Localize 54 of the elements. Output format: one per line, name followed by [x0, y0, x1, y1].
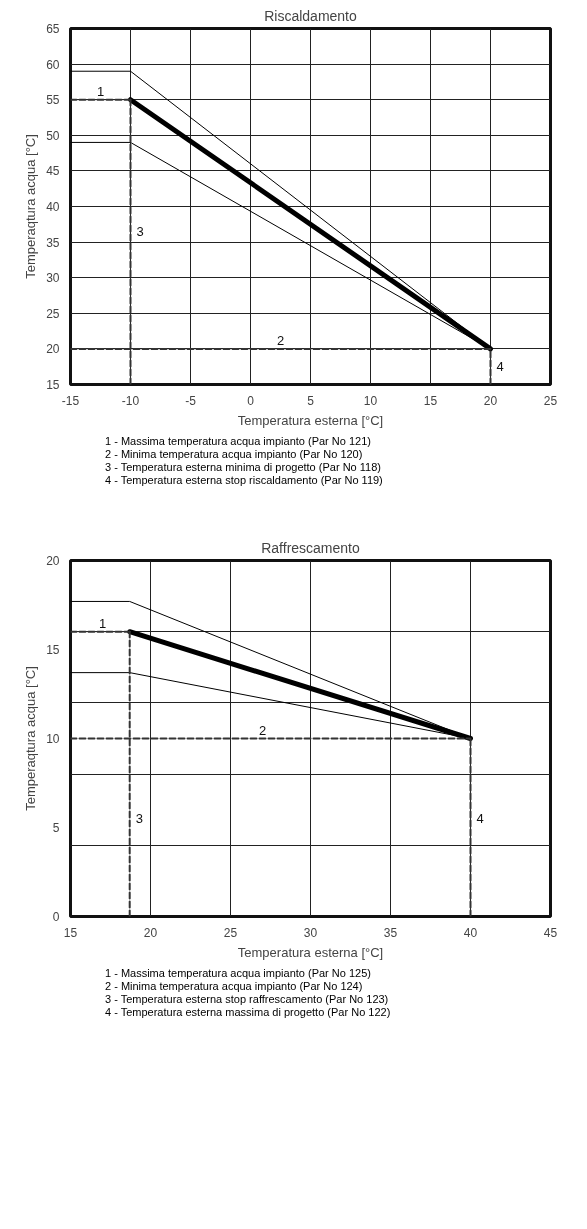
annotation: 1: [96, 83, 105, 99]
y-tick-label: 60: [46, 57, 60, 72]
x-tick-label: -5: [185, 393, 197, 408]
x-tick-label: 40: [463, 925, 478, 940]
annotation: 3: [136, 223, 144, 239]
text: 2 - Minima temperatura acqua impianto (Par No 124): [105, 980, 363, 992]
text: 1 - Massima temperatura acqua impianto (Par No 121): [105, 435, 371, 447]
x-tick-label: 45: [543, 925, 558, 940]
annotation: 1: [98, 615, 107, 631]
x-tick-label: 25: [543, 393, 558, 408]
text: 3 - Temperatura esterna stop raffrescamento (Par No 123): [105, 993, 389, 1005]
annotation: 4: [476, 811, 484, 827]
y-tick-label: 50: [46, 128, 60, 143]
y-tick-label: 20: [46, 554, 60, 568]
y-tick-label: 25: [46, 306, 60, 321]
y-tick-label: 20: [46, 342, 60, 357]
y-tick-label: 15: [46, 643, 60, 657]
text: 4 - Temperatura esterna stop riscaldamento (Par No 119): [105, 474, 383, 486]
annotation: 4: [496, 359, 504, 375]
y-axis-title: Temperaqtura acqua [°C]: [23, 666, 39, 811]
annotation: 3: [135, 811, 143, 827]
y-tick-label: 0: [52, 910, 60, 924]
x-tick-label: 35: [383, 925, 398, 940]
x-tick-label: 20: [483, 393, 498, 408]
x-tick-label: 5: [307, 393, 315, 408]
y-tick-label: 65: [46, 22, 60, 36]
y-tick-label: 40: [46, 200, 60, 214]
x-axis-title: Temperatura esterna [°C]: [237, 944, 384, 960]
y-tick-label: 45: [46, 164, 60, 179]
x-axis-title: Temperatura esterna [°C]: [237, 412, 384, 428]
y-tick-label: 35: [46, 235, 60, 250]
x-tick-label: 15: [63, 925, 78, 940]
x-tick-label: 20: [143, 925, 158, 940]
text: 3 - Temperatura esterna minima di progetto (Par No 118): [105, 461, 381, 473]
y-axis-title: Temperaqtura acqua [°C]: [23, 134, 39, 279]
annotation: 2: [258, 722, 267, 738]
x-tick-label: 30: [303, 925, 318, 940]
text: 2 - Minima temperatura acqua impianto (Par No 120): [105, 448, 363, 460]
y-tick-label: 55: [46, 93, 60, 108]
text: 1 - Massima temperatura acqua impianto (Par No 125): [105, 967, 371, 979]
y-tick-label: 15: [46, 378, 60, 392]
x-tick-label: 10: [363, 393, 378, 408]
annotation: 2: [276, 332, 285, 348]
chart-title: Riscaldamento: [264, 7, 358, 24]
x-tick-label: 15: [423, 393, 438, 408]
y-tick-label: 5: [52, 821, 60, 835]
chart-title: Raffrescamento: [261, 539, 360, 556]
x-tick-label: -10: [121, 393, 140, 408]
text: 4 - Temperatura esterna massima di progetto (Par No 122): [105, 1006, 391, 1018]
y-tick-label: 10: [46, 732, 60, 746]
x-tick-label: -15: [61, 393, 80, 408]
x-tick-label: 25: [223, 925, 238, 940]
x-tick-label: 0: [247, 393, 255, 408]
y-tick-label: 30: [46, 271, 60, 286]
